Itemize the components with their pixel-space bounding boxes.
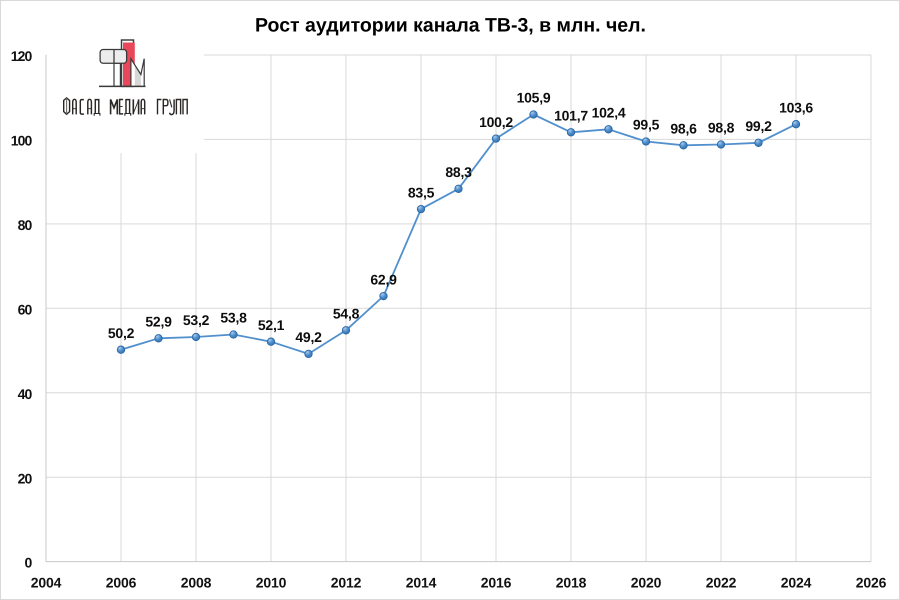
svg-text:Рост аудитории канала ТВ-3, в: Рост аудитории канала ТВ-3, в млн. чел. bbox=[255, 14, 646, 36]
svg-text:101,7: 101,7 bbox=[554, 108, 588, 124]
svg-text:83,5: 83,5 bbox=[408, 184, 435, 200]
svg-text:49,2: 49,2 bbox=[295, 329, 322, 345]
svg-text:54,8: 54,8 bbox=[333, 306, 360, 322]
svg-text:2012: 2012 bbox=[331, 574, 362, 590]
svg-text:99,5: 99,5 bbox=[633, 117, 660, 133]
svg-text:100: 100 bbox=[11, 133, 33, 149]
svg-text:2014: 2014 bbox=[406, 574, 437, 590]
svg-text:53,2: 53,2 bbox=[183, 312, 210, 328]
svg-text:40: 40 bbox=[18, 386, 33, 402]
svg-text:100,2: 100,2 bbox=[479, 114, 513, 130]
svg-text:2004: 2004 bbox=[31, 574, 62, 590]
svg-text:0: 0 bbox=[25, 555, 33, 571]
svg-text:120: 120 bbox=[11, 48, 33, 64]
svg-text:2026: 2026 bbox=[856, 574, 887, 590]
svg-text:60: 60 bbox=[18, 301, 33, 317]
svg-text:80: 80 bbox=[18, 217, 33, 233]
svg-text:2010: 2010 bbox=[256, 574, 287, 590]
svg-text:99,2: 99,2 bbox=[745, 118, 772, 134]
svg-text:52,9: 52,9 bbox=[145, 314, 172, 330]
svg-text:103,6: 103,6 bbox=[779, 99, 813, 115]
svg-text:2008: 2008 bbox=[181, 574, 212, 590]
svg-text:50,2: 50,2 bbox=[108, 325, 135, 341]
svg-text:98,6: 98,6 bbox=[670, 121, 697, 137]
svg-text:105,9: 105,9 bbox=[517, 90, 551, 106]
svg-text:2018: 2018 bbox=[556, 574, 587, 590]
svg-text:53,8: 53,8 bbox=[220, 310, 247, 326]
svg-text:102,4: 102,4 bbox=[592, 105, 626, 121]
svg-text:20: 20 bbox=[18, 470, 33, 486]
svg-text:2024: 2024 bbox=[781, 574, 812, 590]
svg-text:52,1: 52,1 bbox=[258, 317, 285, 333]
svg-text:88,3: 88,3 bbox=[445, 164, 472, 180]
svg-text:2016: 2016 bbox=[481, 574, 512, 590]
svg-text:2020: 2020 bbox=[631, 574, 662, 590]
svg-text:98,8: 98,8 bbox=[708, 120, 735, 136]
svg-text:62,9: 62,9 bbox=[370, 271, 397, 287]
svg-text:2022: 2022 bbox=[706, 574, 737, 590]
svg-text:2006: 2006 bbox=[106, 574, 137, 590]
